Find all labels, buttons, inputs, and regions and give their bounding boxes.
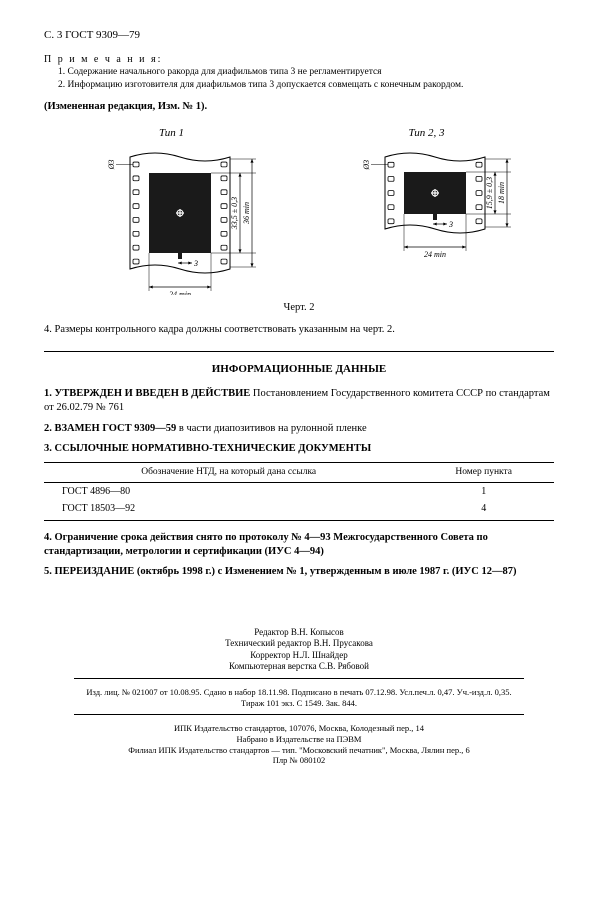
- credit-corrector: Корректор Н.Л. Шнайдер: [44, 650, 554, 661]
- table-col-ntd: Обозначение НТД, на который дана ссылка: [44, 462, 413, 482]
- page: С. 3 ГОСТ 9309—79 П р и м е ч а н и я: 1…: [0, 0, 598, 911]
- table-cell-point: 4: [413, 500, 554, 520]
- info-item-2: 2. ВЗАМЕН ГОСТ 9309—59 в части диапозити…: [44, 422, 554, 436]
- imprint-block-1: Изд. лиц. № 021007 от 10.08.95. Сдано в …: [44, 687, 554, 708]
- references-table: Обозначение НТД, на который дана ссылка …: [44, 462, 554, 521]
- figure-type-23: Тип 2, 3 15,9 ± 0,318 min Ø3 24 min 3: [342, 126, 512, 295]
- info-item-3-lead: 3. ССЫЛОЧНЫЕ НОРМАТИВНО-ТЕХНИЧЕСКИЕ ДОКУ…: [44, 443, 371, 454]
- info-item-4: 4. Ограничение срока действия снято по п…: [44, 531, 554, 559]
- page-header: С. 3 ГОСТ 9309—79: [44, 28, 554, 43]
- info-item-1-lead: 1. УТВЕРЖДЕН И ВВЕДЕН В ДЕЙСТВИЕ: [44, 388, 250, 399]
- table-header-row: Обозначение НТД, на который дана ссылка …: [44, 462, 554, 482]
- divider: [44, 351, 554, 352]
- imprint-line-3: ИПК Издательство стандартов, 107076, Мос…: [44, 723, 554, 734]
- svg-text:15,9 ± 0,3: 15,9 ± 0,3: [485, 177, 494, 209]
- credit-layout: Компьютерная верстка С.В. Рябовой: [44, 661, 554, 672]
- svg-text:36 min: 36 min: [242, 202, 251, 225]
- svg-text:Ø3: Ø3: [107, 160, 116, 171]
- imprint-line-5: Филиал ИПК Издательство стандартов — тип…: [44, 745, 554, 756]
- paragraph-4: 4. Размеры контрольного кадра должны соо…: [44, 323, 554, 337]
- figure-type-23-svg: 15,9 ± 0,318 min Ø3 24 min 3: [342, 145, 512, 265]
- credit-tech-editor: Технический редактор В.Н. Прусакова: [44, 638, 554, 649]
- table-row: ГОСТ 4896—80 1: [44, 482, 554, 500]
- table-col-point: Номер пункта: [413, 462, 554, 482]
- imprint-block-2: ИПК Издательство стандартов, 107076, Мос…: [44, 723, 554, 766]
- credit-editor: Редактор В.Н. Копысов: [44, 627, 554, 638]
- table-cell-ntd: ГОСТ 18503—92: [44, 500, 413, 520]
- svg-text:Ø3: Ø3: [362, 160, 371, 171]
- info-item-5-lead: 5. ПЕРЕИЗДАНИЕ (октябрь 1998 г.) с Измен…: [44, 566, 516, 577]
- svg-text:33,5 ± 0,3: 33,5 ± 0,3: [230, 197, 239, 230]
- svg-text:3: 3: [193, 259, 198, 268]
- info-title: ИНФОРМАЦИОННЫЕ ДАННЫЕ: [44, 362, 554, 377]
- table-cell-point: 1: [413, 482, 554, 500]
- imprint-divider-1: [74, 678, 524, 679]
- svg-text:24 min: 24 min: [169, 290, 191, 295]
- figures-row: Тип 1 33,5 ± 0,336 min Ø3 24 min 3 Тип 2, 3…: [44, 126, 554, 295]
- svg-text:3: 3: [448, 220, 453, 229]
- info-item-1: 1. УТВЕРЖДЕН И ВВЕДЕН В ДЕЙСТВИЕ Постано…: [44, 387, 554, 415]
- svg-text:24 min: 24 min: [424, 250, 446, 259]
- notes-title: П р и м е ч а н и я:: [44, 53, 554, 67]
- figure-type-1-title: Тип 1: [159, 126, 184, 141]
- info-item-4-lead: 4. Ограничение срока действия снято по п…: [44, 532, 488, 557]
- info-item-2-lead: 2. ВЗАМЕН ГОСТ 9309—59: [44, 423, 176, 434]
- table-row: ГОСТ 18503—92 4: [44, 500, 554, 520]
- figure-type-23-title: Тип 2, 3: [408, 126, 444, 141]
- imprint-line-2: Тираж 101 экз. С 1549. Зак. 844.: [44, 698, 554, 709]
- svg-text:18 min: 18 min: [497, 182, 506, 204]
- changed-edition: (Измененная редакция, Изм. № 1).: [44, 100, 554, 114]
- info-item-5: 5. ПЕРЕИЗДАНИЕ (октябрь 1998 г.) с Измен…: [44, 565, 554, 579]
- info-item-3: 3. ССЫЛОЧНЫЕ НОРМАТИВНО-ТЕХНИЧЕСКИЕ ДОКУ…: [44, 442, 554, 456]
- figure-caption: Черт. 2: [44, 301, 554, 315]
- note-1: 1. Содержание начального ракорда для диа…: [58, 66, 554, 79]
- credits: Редактор В.Н. Копысов Технический редакт…: [44, 627, 554, 672]
- figure-type-1: Тип 1 33,5 ± 0,336 min Ø3 24 min 3: [87, 126, 257, 295]
- imprint-line-4: Набрано в Издательстве на ПЭВМ: [44, 734, 554, 745]
- info-item-2-rest: в части диапозитивов на рулонной пленке: [176, 423, 366, 434]
- table-cell-ntd: ГОСТ 4896—80: [44, 482, 413, 500]
- imprint-line-6: Плр № 080102: [44, 755, 554, 766]
- note-2: 2. Информацию изготовителя для диафильмо…: [58, 79, 554, 92]
- figure-type-1-svg: 33,5 ± 0,336 min Ø3 24 min 3: [87, 145, 257, 295]
- imprint-divider-2: [74, 714, 524, 715]
- imprint-line-1: Изд. лиц. № 021007 от 10.08.95. Сдано в …: [44, 687, 554, 698]
